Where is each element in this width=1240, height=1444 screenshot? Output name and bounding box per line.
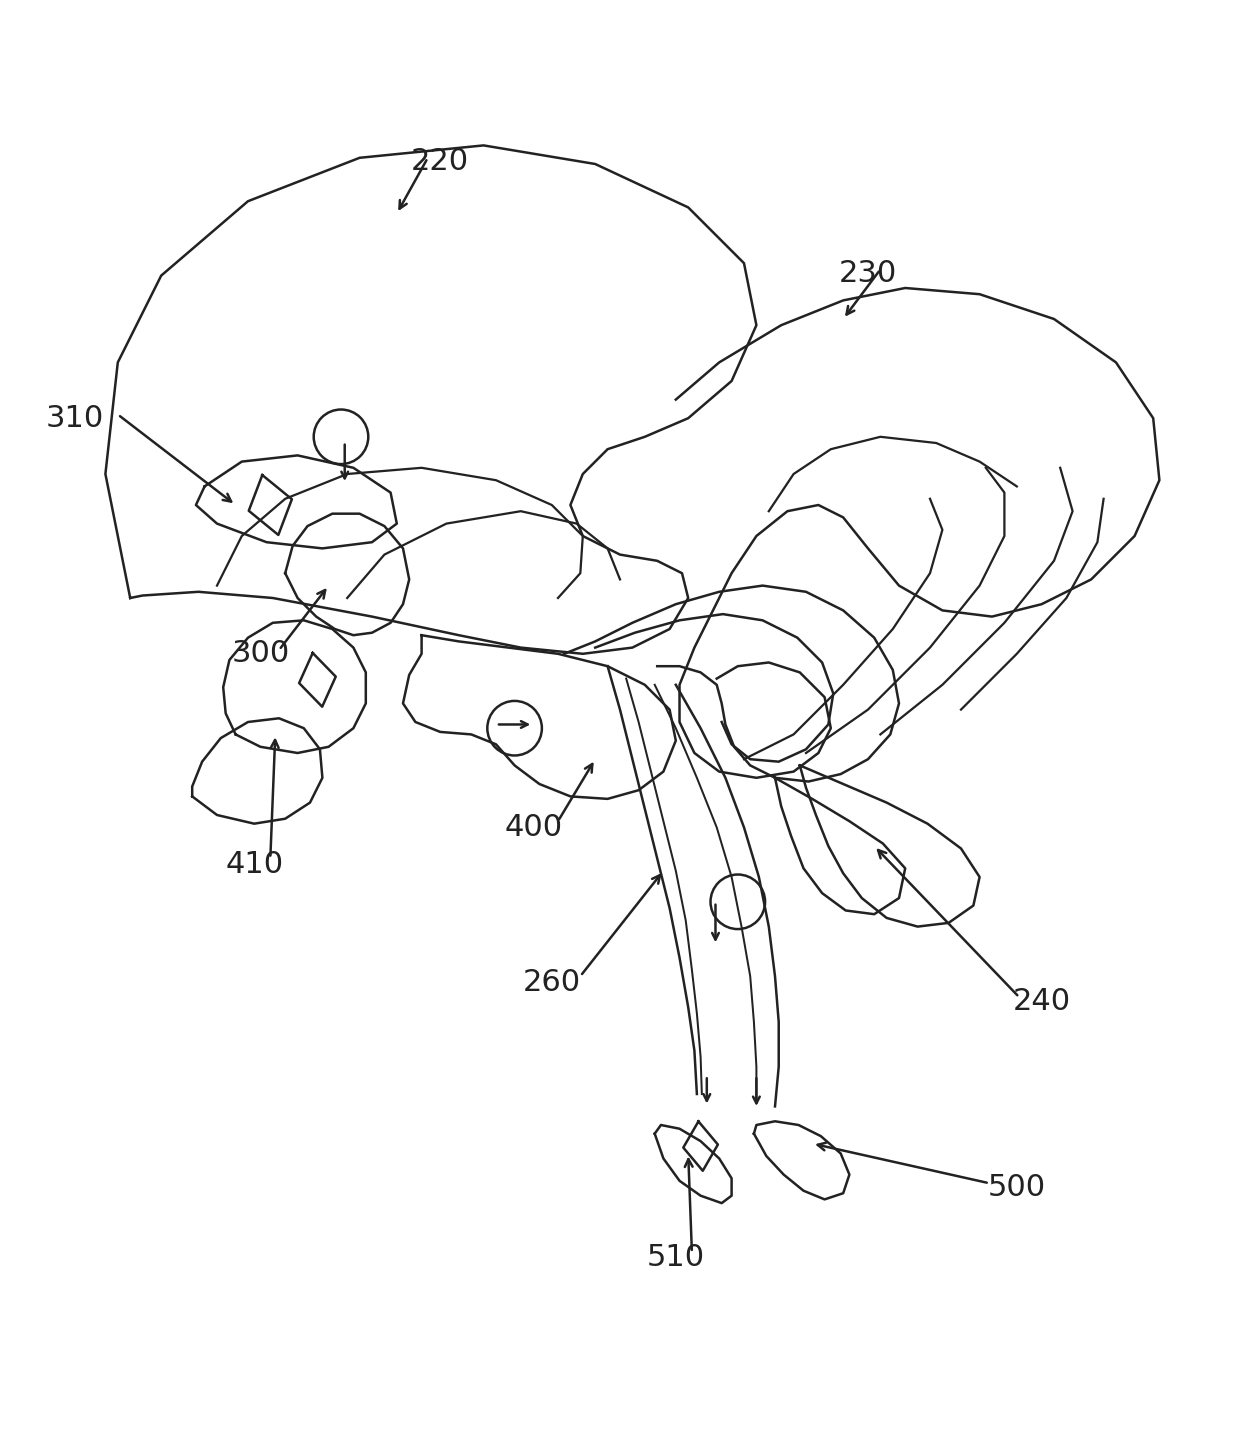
Text: 230: 230 xyxy=(839,258,897,287)
Text: 310: 310 xyxy=(46,404,103,433)
Text: 240: 240 xyxy=(1013,986,1070,1015)
Text: 500: 500 xyxy=(988,1173,1045,1201)
Text: 510: 510 xyxy=(647,1243,704,1272)
Text: 300: 300 xyxy=(232,640,289,669)
Text: 220: 220 xyxy=(412,147,469,176)
Text: 400: 400 xyxy=(505,813,562,842)
Text: 410: 410 xyxy=(226,851,283,879)
Text: 260: 260 xyxy=(523,967,580,996)
